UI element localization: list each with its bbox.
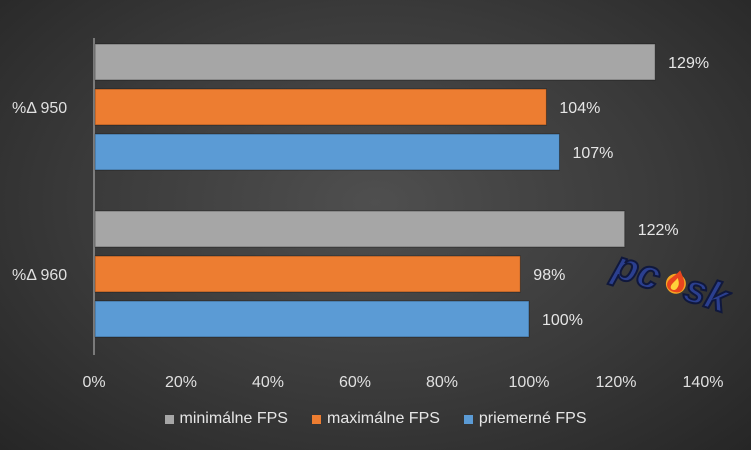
bar (94, 88, 547, 126)
data-label: 98% (533, 267, 565, 284)
bar (94, 133, 560, 171)
data-label: 122% (638, 222, 679, 239)
bar (94, 300, 530, 338)
data-label: 107% (572, 145, 613, 162)
legend-item-avg: priemerné FPS (463, 410, 587, 428)
legend-label-min: minimálne FPS (179, 410, 288, 427)
x-tick-label: 120% (596, 374, 637, 391)
data-label: 100% (542, 312, 583, 329)
x-tick-label: 40% (252, 374, 284, 391)
bar (94, 43, 656, 81)
svg-text:pc: pc (607, 243, 666, 300)
pcsk-logo: pc sk (603, 237, 739, 328)
x-tick-label: 60% (339, 374, 371, 391)
data-label: 104% (559, 100, 600, 117)
data-label: 129% (668, 55, 709, 72)
legend-item-max: maximálne FPS (311, 410, 440, 428)
category-label: %Δ 950 (12, 100, 67, 117)
bar (94, 255, 521, 293)
legend-swatch-avg (463, 414, 473, 424)
x-tick-label: 0% (82, 374, 105, 391)
legend-item-min: minimálne FPS (164, 410, 288, 428)
legend-swatch-min (164, 414, 174, 424)
x-tick-label: 20% (165, 374, 197, 391)
legend-label-avg: priemerné FPS (478, 410, 587, 427)
bar (94, 210, 626, 248)
legend-label-max: maximálne FPS (326, 410, 440, 427)
legend-swatch-max (311, 414, 321, 424)
x-tick-label: 80% (426, 374, 458, 391)
x-tick-label: 140% (683, 374, 724, 391)
legend: minimálne FPS maximálne FPS priemerné FP… (0, 410, 751, 428)
x-tick-label: 100% (509, 374, 550, 391)
category-label: %Δ 960 (12, 267, 67, 284)
flame-icon (665, 270, 686, 294)
